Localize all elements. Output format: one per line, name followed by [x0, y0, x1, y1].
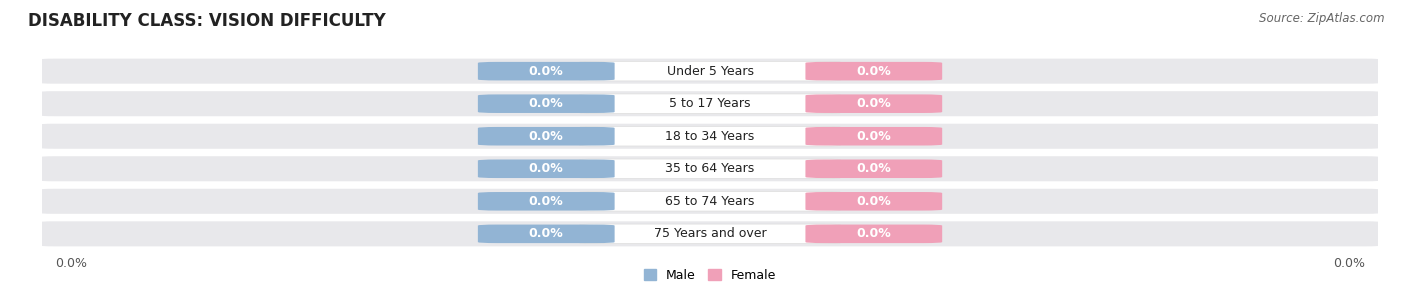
FancyBboxPatch shape [478, 192, 614, 210]
Legend: Male, Female: Male, Female [638, 264, 782, 287]
FancyBboxPatch shape [806, 160, 942, 178]
FancyBboxPatch shape [39, 221, 1381, 246]
FancyBboxPatch shape [579, 192, 841, 211]
FancyBboxPatch shape [478, 224, 614, 243]
Text: Source: ZipAtlas.com: Source: ZipAtlas.com [1260, 12, 1385, 25]
FancyBboxPatch shape [579, 127, 841, 146]
FancyBboxPatch shape [579, 94, 841, 113]
FancyBboxPatch shape [579, 61, 841, 81]
Text: 0.0%: 0.0% [856, 97, 891, 110]
FancyBboxPatch shape [806, 62, 942, 81]
FancyBboxPatch shape [39, 189, 1381, 214]
FancyBboxPatch shape [39, 156, 1381, 181]
Text: 0.0%: 0.0% [856, 195, 891, 208]
Text: 0.0%: 0.0% [529, 130, 564, 143]
FancyBboxPatch shape [806, 192, 942, 210]
Text: 0.0%: 0.0% [55, 257, 87, 270]
Text: 75 Years and over: 75 Years and over [654, 227, 766, 240]
Text: 0.0%: 0.0% [856, 130, 891, 143]
Text: DISABILITY CLASS: VISION DIFFICULTY: DISABILITY CLASS: VISION DIFFICULTY [28, 12, 385, 30]
FancyBboxPatch shape [478, 127, 614, 145]
Text: 0.0%: 0.0% [1333, 257, 1365, 270]
Text: 65 to 74 Years: 65 to 74 Years [665, 195, 755, 208]
FancyBboxPatch shape [579, 224, 841, 244]
Text: 35 to 64 Years: 35 to 64 Years [665, 162, 755, 175]
FancyBboxPatch shape [579, 159, 841, 178]
FancyBboxPatch shape [806, 95, 942, 113]
FancyBboxPatch shape [806, 224, 942, 243]
Text: 0.0%: 0.0% [856, 162, 891, 175]
FancyBboxPatch shape [478, 62, 614, 81]
Text: 18 to 34 Years: 18 to 34 Years [665, 130, 755, 143]
FancyBboxPatch shape [39, 59, 1381, 84]
FancyBboxPatch shape [478, 95, 614, 113]
Text: Under 5 Years: Under 5 Years [666, 65, 754, 78]
FancyBboxPatch shape [39, 124, 1381, 149]
FancyBboxPatch shape [806, 127, 942, 145]
Text: 0.0%: 0.0% [529, 227, 564, 240]
Text: 0.0%: 0.0% [529, 162, 564, 175]
Text: 5 to 17 Years: 5 to 17 Years [669, 97, 751, 110]
Text: 0.0%: 0.0% [856, 227, 891, 240]
Text: 0.0%: 0.0% [529, 97, 564, 110]
FancyBboxPatch shape [39, 91, 1381, 116]
Text: 0.0%: 0.0% [529, 65, 564, 78]
Text: 0.0%: 0.0% [856, 65, 891, 78]
FancyBboxPatch shape [478, 160, 614, 178]
Text: 0.0%: 0.0% [529, 195, 564, 208]
